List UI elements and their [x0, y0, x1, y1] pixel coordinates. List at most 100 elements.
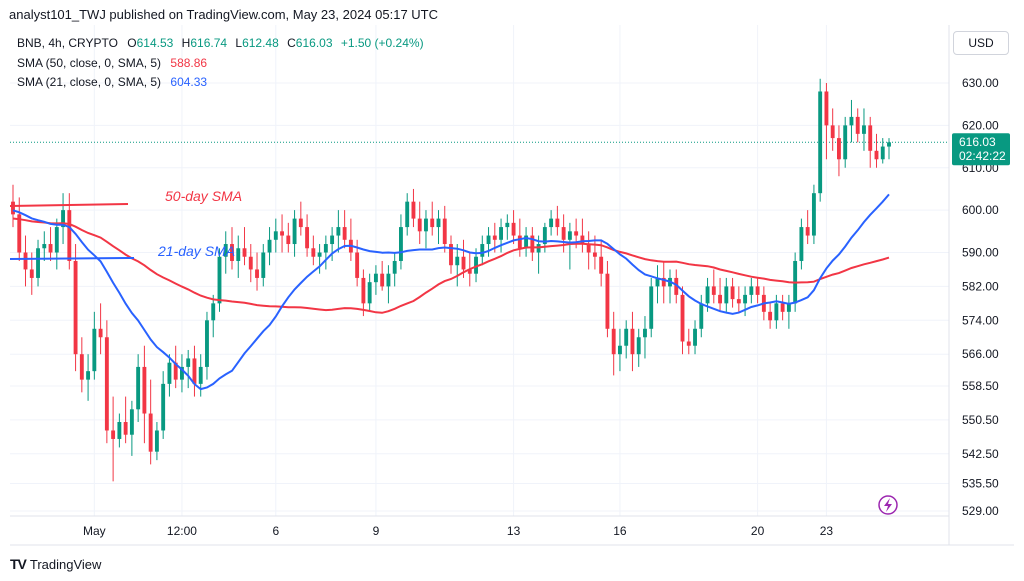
candle: [273, 218, 278, 253]
candle: [424, 210, 428, 249]
candle: [411, 188, 416, 228]
candle: [736, 286, 741, 312]
lightning-icon[interactable]: [878, 495, 898, 515]
candle: [79, 337, 84, 393]
grid-lines: [10, 25, 949, 516]
published-banner: analyst101_TWJ published on TradingView.…: [9, 7, 438, 22]
sma50-legend-value: 588.86: [170, 55, 208, 70]
sma50-legend-row[interactable]: SMA (50, close, 0, SMA, 5) 588.86: [17, 54, 429, 74]
candle: [837, 125, 841, 177]
x-tick-label: May: [83, 524, 106, 538]
candle: [392, 252, 397, 287]
candle: [630, 311, 635, 372]
currency-button[interactable]: USD: [953, 31, 1009, 55]
candle: [336, 210, 341, 253]
candle: [142, 345, 147, 444]
candle: [693, 320, 697, 355]
candle: [649, 277, 654, 338]
y-tick-label: 535.50: [962, 476, 999, 490]
candle: [167, 354, 172, 397]
ohlc-value-close: 616.03: [295, 36, 333, 50]
sma21-legend-row[interactable]: SMA (21, close, 0, SMA, 5) 604.33: [17, 73, 429, 93]
candle: [305, 214, 310, 257]
candle: [373, 265, 378, 295]
sma21-legend-label: SMA (21, close, 0, SMA, 5): [17, 75, 162, 89]
candle: [580, 218, 585, 253]
price-scale-panel[interactable]: [949, 25, 1024, 545]
candle: [198, 354, 203, 397]
candle: [680, 286, 685, 355]
candle: [267, 227, 272, 266]
y-tick-label: 630.00: [962, 76, 999, 90]
candle: [117, 413, 122, 448]
x-tick-label: 9: [373, 524, 380, 538]
y-tick-label: 600.00: [962, 203, 999, 217]
ohlc-key-open: O: [127, 36, 137, 50]
candle: [98, 303, 103, 355]
candle: [248, 244, 253, 283]
sma21-annotation: 21-day SMA: [157, 243, 235, 259]
candle: [54, 218, 59, 270]
sma50-annotation: 50-day SMA: [165, 188, 242, 204]
change-value: +1.50 (+0.24%): [340, 36, 424, 50]
candle: [599, 239, 604, 287]
candle: [830, 108, 835, 151]
candle: [23, 235, 28, 287]
candle: [449, 235, 453, 274]
sma50-legend-label: SMA (50, close, 0, SMA, 5): [17, 55, 162, 70]
candle: [123, 396, 128, 444]
candle: [348, 218, 353, 261]
candle: [330, 227, 335, 261]
symbol-row: BNB, 4h, CRYPTO O614.53 H616.74 L612.48 …: [17, 34, 429, 54]
candle: [111, 396, 116, 482]
x-tick-label: 16: [613, 524, 627, 538]
ohlc-key-low: L: [235, 36, 243, 50]
candle: [405, 193, 410, 236]
candle: [436, 210, 441, 245]
candle: [755, 277, 760, 304]
candle: [323, 235, 328, 270]
candle: [786, 294, 791, 329]
footer-brand[interactable]: TV TradingView: [10, 556, 101, 572]
candle: [586, 231, 591, 270]
candle: [711, 269, 716, 304]
candle: [311, 235, 316, 266]
ohlc-key-high: H: [181, 36, 191, 50]
x-tick-label: 12:00: [167, 524, 197, 538]
candle: [611, 311, 616, 376]
candle: [36, 239, 40, 287]
candle: [192, 345, 197, 397]
ohlc-value-low: 612.48: [242, 36, 279, 50]
candle: [430, 201, 435, 236]
candle: [530, 227, 535, 261]
y-tick-label: 620.00: [962, 118, 999, 132]
candle: [230, 227, 234, 270]
candle: [862, 108, 866, 151]
candle: [280, 214, 284, 253]
candle: [129, 400, 134, 456]
y-tick-label: 550.50: [962, 413, 999, 427]
sma21-legend-value: 604.33: [170, 75, 208, 89]
candle: [386, 265, 391, 304]
candle: [380, 260, 385, 291]
candle: [605, 260, 610, 338]
candle: [555, 205, 560, 236]
candle: [442, 205, 447, 253]
price-tag-countdown: 02:42:22: [959, 149, 1006, 163]
y-tick-label: 542.50: [962, 447, 999, 461]
candle: [855, 108, 860, 143]
candle: [843, 116, 848, 168]
chart-legend: BNB, 4h, CRYPTO O614.53 H616.74 L612.48 …: [17, 34, 429, 93]
candle: [768, 303, 773, 329]
candle: [255, 252, 259, 291]
candle: [724, 277, 729, 312]
candle: [104, 320, 109, 444]
price-axis: 630.00620.00610.00600.00590.00582.00574.…: [962, 76, 999, 518]
y-tick-label: 590.00: [962, 246, 999, 260]
y-tick-label: 529.00: [962, 504, 999, 518]
y-tick-label: 558.50: [962, 379, 999, 393]
price-tag: 616.03 02:42:22: [952, 133, 1010, 166]
candle: [561, 214, 566, 253]
candle: [799, 218, 804, 270]
